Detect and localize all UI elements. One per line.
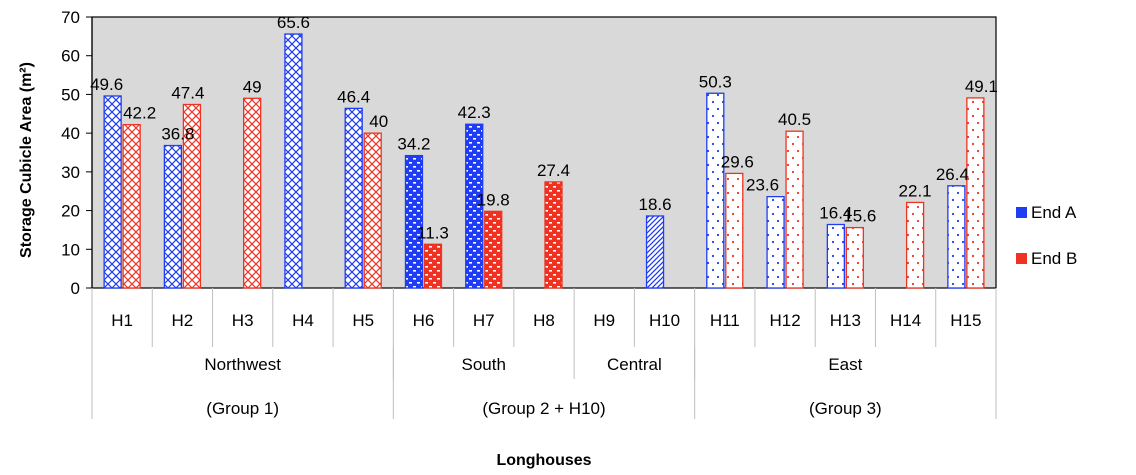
bar-end-b-h12[interactable] — [785, 130, 804, 289]
data-label: 34.2 — [397, 135, 430, 154]
bar-end-a-h5[interactable] — [344, 107, 363, 289]
category-label: H2 — [172, 311, 194, 330]
x-axis-title: Longhouses — [496, 452, 591, 469]
bar-end-b-h7[interactable] — [484, 210, 503, 289]
data-label: 47.4 — [171, 83, 204, 102]
data-label: 18.6 — [638, 195, 671, 214]
y-tick-label: 70 — [61, 8, 80, 27]
category-label: H13 — [830, 311, 861, 330]
data-label: 16.4 — [819, 204, 852, 223]
bar-end-a-h11[interactable] — [706, 92, 725, 289]
data-label: 42.3 — [458, 103, 491, 122]
data-label: 49 — [243, 77, 262, 96]
data-label: 26.4 — [936, 165, 969, 184]
bar-end-b-h15[interactable] — [966, 97, 985, 289]
bar-end-b-h11[interactable] — [725, 172, 744, 289]
category-label: H8 — [533, 311, 555, 330]
data-label: 40.5 — [778, 110, 811, 129]
data-label: 49.1 — [965, 77, 998, 96]
bar-end-b-h6[interactable] — [423, 243, 443, 289]
bar-end-b-h14[interactable] — [905, 201, 925, 289]
data-label: 19.8 — [477, 190, 510, 209]
bar-end-b-h5[interactable] — [363, 132, 382, 289]
data-label: 42.2 — [123, 104, 156, 123]
category-label: H1 — [111, 311, 133, 330]
category-label: H3 — [232, 311, 254, 330]
bar-end-b-h3[interactable] — [243, 97, 262, 289]
data-label: 15.6 — [843, 207, 876, 226]
region-label: South — [462, 355, 506, 374]
bar-end-b-h1[interactable] — [122, 123, 141, 289]
group-label: (Group 2 + H10) — [482, 399, 605, 418]
category-label: H15 — [950, 311, 981, 330]
group-label: (Group 3) — [809, 399, 882, 418]
y-axis-title: Storage Cubicle Area (m²) — [18, 62, 35, 258]
y-tick-label: 20 — [61, 202, 80, 221]
data-label: 40 — [369, 112, 388, 131]
bar-end-b-h8[interactable] — [544, 181, 563, 289]
region-label: Central — [607, 355, 662, 374]
bar-end-a-h6[interactable] — [404, 154, 424, 289]
y-tick-label: 40 — [61, 124, 80, 143]
category-label: H10 — [649, 311, 680, 330]
bar-end-b-h2[interactable] — [182, 103, 202, 289]
data-label: 23.6 — [746, 176, 779, 195]
bar-end-a-h4[interactable] — [284, 33, 303, 289]
legend-label: End B — [1031, 249, 1077, 268]
region-label: East — [828, 355, 862, 374]
data-label: 27.4 — [537, 161, 570, 180]
data-label: 22.1 — [899, 181, 932, 200]
bar-end-a-h7[interactable] — [465, 123, 484, 289]
bar-end-a-h1[interactable] — [103, 95, 122, 289]
category-label: H6 — [413, 311, 435, 330]
bar-end-a-h13[interactable] — [826, 223, 845, 289]
y-tick-label: 60 — [61, 47, 80, 66]
data-label: 11.3 — [417, 223, 449, 242]
legend-swatch — [1016, 253, 1027, 264]
legend-swatch — [1016, 207, 1027, 218]
y-tick-label: 10 — [61, 240, 80, 259]
data-label: 50.3 — [699, 72, 732, 91]
legend-label: End A — [1031, 203, 1077, 222]
bar-end-a-h2[interactable] — [163, 144, 183, 289]
y-tick-label: 30 — [61, 163, 80, 182]
category-label: H7 — [473, 311, 495, 330]
bar-end-a-h10[interactable] — [645, 215, 665, 289]
data-label: 29.6 — [721, 152, 754, 171]
data-label: 46.4 — [337, 87, 370, 106]
group-label: (Group 1) — [206, 399, 279, 418]
bar-end-a-h12[interactable] — [766, 195, 785, 289]
category-label: H5 — [352, 311, 374, 330]
category-label: H4 — [292, 311, 314, 330]
plot-area — [91, 16, 997, 289]
bar-end-a-h15[interactable] — [947, 185, 966, 289]
data-label: 49.6 — [90, 75, 123, 94]
category-label: H11 — [710, 311, 740, 330]
category-label: H14 — [890, 311, 921, 330]
data-label: 36.8 — [161, 125, 194, 144]
category-label: H9 — [593, 311, 615, 330]
y-tick-label: 0 — [71, 279, 80, 298]
category-label: H12 — [769, 311, 800, 330]
region-label: Northwest — [204, 355, 281, 374]
y-tick-label: 50 — [61, 85, 80, 104]
data-label: 65.6 — [277, 13, 310, 32]
bar-end-b-h13[interactable] — [845, 226, 864, 289]
